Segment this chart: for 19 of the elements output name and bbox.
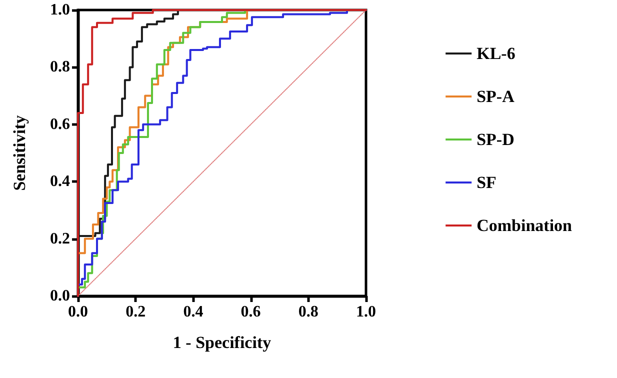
y-tick-label: 0.6 (50, 116, 70, 133)
x-tick-label: 0.4 (183, 304, 204, 320)
y-tick-label: 0.4 (50, 173, 70, 190)
y-tick-label: 0.0 (50, 288, 70, 304)
x-axis-title: 1 - Specificity (172, 333, 272, 352)
legend-label: KL-6 (476, 44, 516, 63)
legend-label: SP-A (476, 87, 516, 106)
x-tick-label: 0.2 (126, 304, 146, 320)
x-tick-label: 1.0 (356, 304, 376, 320)
legend-label: SP-D (476, 130, 514, 149)
x-tick-label: 0.0 (68, 304, 88, 320)
legend-label: SF (476, 173, 496, 192)
y-tick-label: 1.0 (50, 2, 70, 18)
y-tick-label: 0.2 (50, 230, 70, 248)
y-tick-label: 0.8 (50, 58, 70, 76)
x-tick-label: 0.8 (298, 304, 318, 320)
y-axis-title: Sensitivity (10, 114, 29, 191)
legend-label: Combination (476, 216, 573, 235)
x-tick-label: 0.6 (240, 304, 261, 320)
